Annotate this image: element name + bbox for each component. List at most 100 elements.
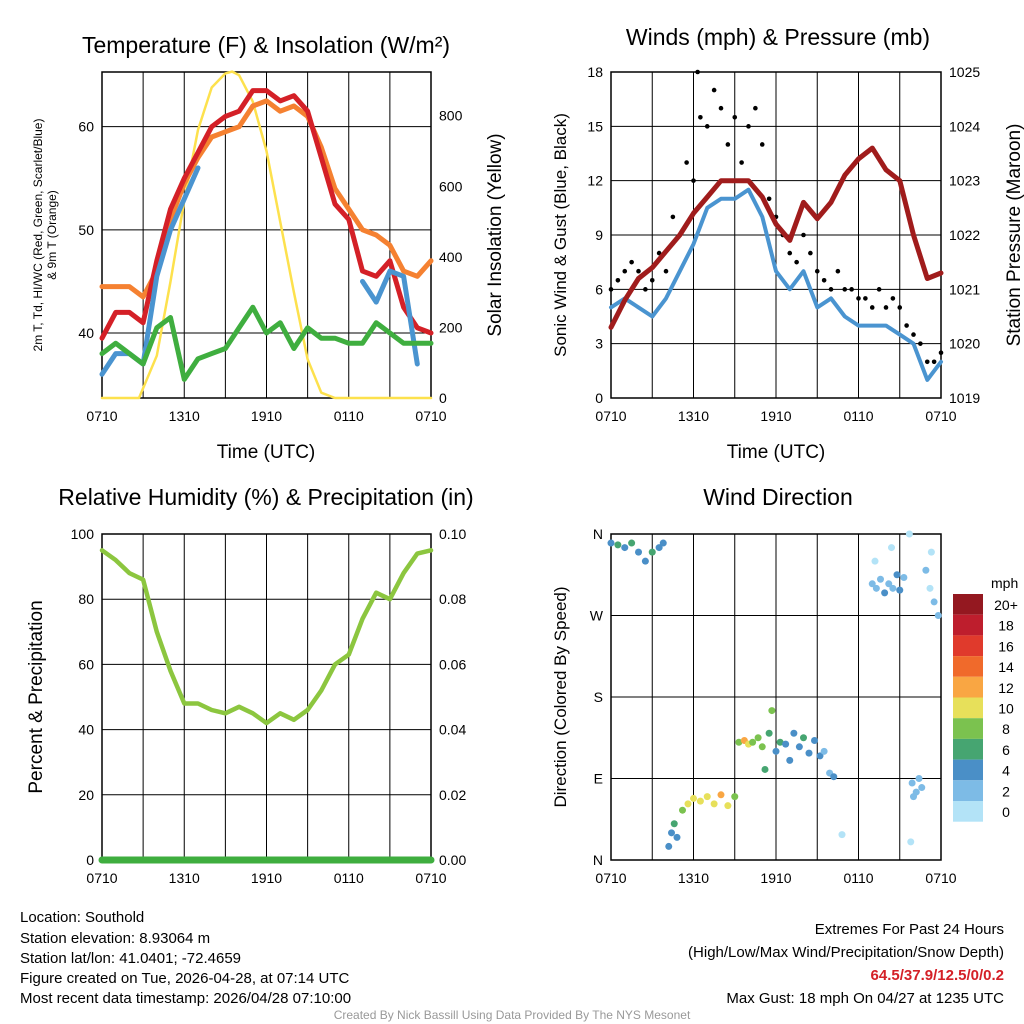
- gust-point: [821, 277, 827, 283]
- wind-direction-point: [648, 548, 656, 556]
- y-tick-label: S: [594, 689, 603, 705]
- legend-swatch: [953, 594, 983, 615]
- pressure-line: [608, 145, 944, 330]
- temp-ylabel-1: 2m T, Td, HI/WC (Red, Green, Scarlet/Blu…: [31, 119, 45, 352]
- legend-label: 8: [1002, 721, 1010, 737]
- y-right-tick-label: 1024: [949, 118, 980, 134]
- wind-direction-point: [934, 612, 942, 619]
- wind-direction-point: [749, 738, 757, 746]
- max-gust: Max Gust: 18 mph On 04/27 at 1235 UTC: [726, 990, 1004, 1007]
- gust-point: [766, 196, 772, 202]
- gust-point: [890, 296, 896, 301]
- wind-xlabel: Time (UTC): [727, 442, 826, 463]
- gust-point: [856, 296, 861, 301]
- legend-label: 0: [1002, 804, 1010, 820]
- legend-label: 10: [998, 701, 1014, 717]
- wdir-ylabel: Direction (Colored By Speed): [551, 586, 570, 807]
- legend-label: 2: [1002, 783, 1010, 799]
- y-tick-label: 0: [595, 390, 603, 406]
- gust-point: [924, 359, 930, 365]
- y-tick-label: 60: [78, 656, 94, 672]
- legend-swatch: [953, 676, 983, 698]
- wind-direction-point: [918, 784, 926, 792]
- plot-frame: [610, 71, 942, 399]
- wind-direction-point: [811, 736, 818, 744]
- gust-point: [711, 87, 717, 93]
- wind-direction-point: [805, 749, 813, 757]
- x-tick-label: 0710: [595, 408, 626, 424]
- legend-swatch: [953, 738, 983, 760]
- y-right-tick-label: 0.10: [439, 526, 466, 542]
- gust-point: [883, 305, 889, 310]
- gust-point: [876, 287, 882, 292]
- gust-point: [643, 287, 648, 292]
- wind-direction-point: [881, 589, 889, 597]
- gust-point: [787, 250, 793, 256]
- gust-point: [670, 214, 676, 220]
- legend-swatch: [953, 635, 983, 657]
- x-tick-label: 0710: [86, 408, 117, 424]
- wind-direction-point: [885, 580, 893, 588]
- temp-xlabel: Time (UTC): [217, 442, 316, 463]
- gust-point: [615, 277, 621, 283]
- wind-direction-point: [684, 800, 692, 808]
- gust-point: [684, 160, 689, 165]
- y-right-tick-label: 200: [439, 319, 463, 335]
- wind-direction-point: [816, 752, 824, 760]
- y-tick-label: W: [590, 608, 604, 624]
- wind-direction-point: [912, 788, 920, 796]
- wind-direction-point: [731, 793, 739, 801]
- y-right-tick-label: 1021: [949, 281, 980, 297]
- wind-ylabel: Sonic Wind & Gust (Blue, Black): [551, 113, 570, 357]
- legend-swatch: [953, 697, 983, 719]
- wind-direction-point: [655, 544, 663, 552]
- y-tick-label: E: [594, 771, 603, 787]
- insolation-line: [100, 70, 433, 400]
- x-tick-label: 0110: [334, 408, 364, 424]
- x-tick-label: 1310: [169, 870, 200, 886]
- gust-point: [863, 296, 868, 301]
- x-tick-label: 1910: [251, 870, 282, 886]
- wind-direction-point: [871, 557, 879, 565]
- wind-direction-point: [790, 729, 798, 737]
- wind-direction-point: [872, 584, 880, 592]
- y-tick-label: 0: [86, 852, 94, 868]
- wind-direction-point: [830, 773, 838, 781]
- footer-elevation: Station elevation: 8.93064 m: [20, 930, 210, 947]
- y-right-tick-label: 0.02: [439, 787, 466, 803]
- extremes-subtitle: (High/Low/Max Wind/Precipitation/Snow De…: [688, 944, 1004, 961]
- x-tick-label: 0710: [415, 870, 446, 886]
- gust-point: [636, 268, 641, 274]
- wind-direction-point: [665, 842, 673, 850]
- gust-point: [835, 268, 841, 274]
- legend-label: 20+: [994, 597, 1018, 613]
- wind-direction-point: [758, 743, 766, 751]
- x-tick-label: 0710: [415, 408, 446, 424]
- gust-point: [904, 323, 909, 328]
- wind-direction-point: [896, 586, 904, 594]
- gust-point: [704, 124, 710, 129]
- wind-direction-point: [800, 734, 807, 742]
- gust-point: [663, 268, 669, 274]
- temp-title: Temperature (F) & Insolation (W/m²): [82, 32, 450, 58]
- wind-direction-point: [761, 765, 769, 773]
- y-right-tick-label: 1022: [949, 227, 980, 243]
- gust-point: [842, 287, 848, 292]
- legend-swatch: [953, 801, 983, 822]
- wind-direction-point: [908, 779, 916, 787]
- legend-label: 18: [998, 618, 1014, 634]
- y-right-tick-label: 800: [439, 108, 463, 124]
- wind-direction-point: [930, 598, 938, 606]
- wind-direction-point: [877, 575, 884, 583]
- wind-direction-point: [754, 734, 762, 742]
- gust-point: [753, 105, 758, 111]
- rh-ylabel: Percent & Precipitation: [26, 600, 47, 793]
- y-right-tick-label: 0.00: [439, 852, 466, 868]
- gust-point: [897, 305, 903, 310]
- gust-point: [629, 259, 634, 265]
- wind-direction-point: [905, 530, 913, 538]
- gust-point: [725, 142, 731, 147]
- extremes-title: Extremes For Past 24 Hours: [815, 921, 1004, 938]
- footer-latlon: Station lat/lon: 41.0401; -72.4659: [20, 950, 241, 967]
